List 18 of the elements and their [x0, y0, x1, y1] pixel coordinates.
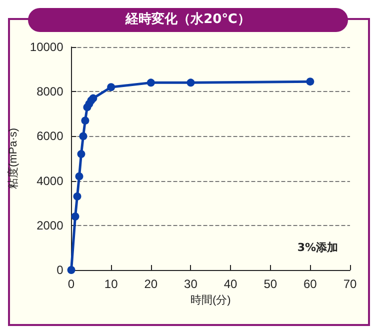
annotation: 3%添加	[297, 241, 338, 254]
x-tick-label: 60	[304, 277, 318, 291]
y-tick-label: 8000	[36, 84, 64, 99]
x-axis-title: 時間(分)	[190, 293, 231, 306]
y-tick-label: 6000	[36, 129, 64, 144]
y-tick-label: 4000	[36, 174, 64, 188]
y-tick-label: 0	[56, 263, 64, 277]
x-tick-label: 20	[144, 277, 158, 291]
x-tick-label: 0	[68, 277, 75, 291]
x-tick-label: 10	[104, 277, 118, 291]
x-tick-label: 50	[264, 277, 278, 291]
x-tick-label: 30	[184, 277, 198, 291]
y-tick-label: 10000	[30, 40, 64, 54]
chart-title: 経時変化（水20℃）	[28, 8, 348, 32]
y-tick-label: 2000	[36, 218, 64, 232]
y-axis-title: 粘度(mPa·s)	[6, 128, 20, 190]
x-tick-label: 40	[224, 277, 238, 291]
x-tick-label: 70	[343, 277, 357, 291]
